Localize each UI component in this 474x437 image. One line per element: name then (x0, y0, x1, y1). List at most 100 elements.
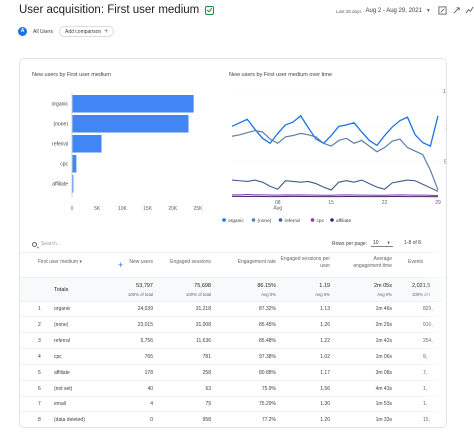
row-cell: 77.2% (261, 417, 276, 424)
row-cell: 1, (423, 385, 428, 392)
rows-per-page-select[interactable]: 10 ▼ (371, 240, 393, 247)
row-dimension: affiliate (54, 369, 70, 376)
legend-label[interactable]: cpc (317, 219, 325, 224)
table-row[interactable]: 6 (not set) 40 63 75.9% 1.56 4m 43s 1, (20, 382, 446, 397)
line-series-organic[interactable] (231, 114, 439, 148)
row-cell: 1.13 (320, 306, 330, 312)
row-cell: 11,636 (196, 337, 211, 344)
legend-label[interactable]: organic (228, 218, 244, 224)
row-cell: 31,008 (195, 321, 211, 328)
bar-x-tick-label: 0 (71, 206, 74, 212)
chevron-down-icon: ▼ (386, 240, 391, 245)
date-preset-label: Last 28 days (336, 8, 362, 14)
table-row[interactable]: 7 email 4 79 75.29% 1.30 1m 53s 1, (20, 397, 446, 413)
row-cell: 75.9% (261, 385, 276, 392)
total-value: 2m 05s (373, 283, 392, 289)
date-range-picker[interactable]: Last 28 days Aug 2 - Aug 29, 2021 ▼ (336, 8, 431, 14)
row-cell: 24,039 (137, 306, 153, 312)
bar-x-tick-label: 5K (94, 206, 101, 212)
column-header-avg-engagement-time[interactable]: Average engagement time (353, 256, 392, 269)
legend-label[interactable]: affiliate (336, 218, 351, 224)
row-cell: 1.30 (320, 401, 330, 408)
line-series-none[interactable] (231, 129, 439, 191)
row-cell: 15, (423, 417, 430, 424)
bar-cpc[interactable] (72, 155, 77, 173)
title-row: User acquisition: First user medium (19, 4, 215, 16)
bar-organic[interactable] (72, 95, 194, 113)
row-cell: 178 (144, 369, 153, 376)
share-icon[interactable] (451, 6, 461, 16)
table-row[interactable]: 5 affiliate 178 258 80.88% 1.17 3m 08s 7, (20, 366, 446, 381)
legend-label[interactable]: referral (285, 218, 300, 224)
column-header-events[interactable]: Events (408, 259, 424, 265)
legend-label[interactable]: (none) (258, 218, 272, 224)
table-row[interactable]: 4 cpc 765 781 97.38% 1.02 1m 06s 9, (20, 350, 446, 365)
add-comparison-label: Add comparison (65, 28, 102, 35)
rows-per-page: Rows per page: 10 ▼ (332, 240, 393, 247)
table-row[interactable]: 2 (none) 23,015 31,008 85.45% 1.26 2m 29s 916, (20, 318, 446, 333)
row-cell: 1.22 (320, 337, 330, 344)
bar-category-label: affiliate (52, 182, 68, 188)
table-row[interactable]: 3 referral 5,756 11,636 85.48% 1.22 1m 42s 254, (20, 334, 446, 349)
legend-swatch (222, 218, 226, 222)
total-sub: 100% of total (127, 292, 153, 297)
date-range-text: Aug 2 - Aug 29, 2021 (365, 8, 422, 14)
column-header-new-users[interactable]: New users (129, 259, 153, 265)
total-sub: Avg 0% (261, 292, 276, 297)
insights-icon[interactable] (464, 6, 474, 16)
line-series-cpc[interactable] (232, 194, 439, 197)
row-cell: 85.45% (259, 321, 276, 328)
rows-per-page-value: 10 (373, 240, 379, 246)
row-cell: 765 (144, 353, 153, 360)
row-cell: 258 (202, 369, 211, 376)
search-input[interactable]: Search... (41, 241, 62, 247)
line-y-tick-label: 1K (445, 124, 447, 130)
bar-none[interactable] (72, 115, 189, 133)
column-header-engaged-sessions[interactable]: Engaged sessions (170, 259, 211, 265)
line-x-tick-label: 15 (328, 200, 334, 206)
table-search[interactable]: Search... (32, 241, 61, 247)
column-header-engagement-rate[interactable]: Engagement rate (237, 259, 276, 265)
row-cell: 4 (150, 401, 153, 408)
row-cell: 1.26 (320, 321, 330, 328)
total-value: 1.19 (319, 283, 330, 289)
row-index: 5 (38, 369, 41, 376)
bar-affiliate[interactable] (72, 175, 74, 193)
column-header-dimension[interactable]: First user medium ▾ (38, 259, 82, 265)
bar-x-tick-label: 10K (118, 206, 128, 212)
row-cell: 1m 53s (375, 401, 392, 408)
line-x-tick-label: 22 (382, 200, 388, 206)
table-row[interactable]: 1 organic 24,039 31,218 87.32% 1.13 1m 46s 829, (20, 302, 446, 317)
row-cell: 829, (423, 306, 433, 312)
row-dimension: email (54, 401, 66, 408)
bar-category-label: cpc (60, 162, 68, 168)
bar-x-tick-label: 20K (168, 206, 178, 212)
row-index: 2 (38, 321, 41, 328)
row-cell: 254, (423, 337, 433, 344)
edit-icon (437, 6, 447, 15)
bar-referral[interactable] (72, 135, 102, 153)
row-index: 1 (38, 306, 41, 312)
table-header-row: First user medium ▾ New users Engaged se… (20, 252, 446, 278)
column-header-sessions-per-user[interactable]: Engaged sessions per user (280, 256, 330, 269)
customize-report-icon[interactable] (437, 6, 447, 16)
row-cell: 75.29% (259, 401, 276, 408)
add-comparison-button[interactable]: Add comparison + (59, 26, 115, 37)
all-users-chip[interactable]: All Users (33, 28, 54, 35)
total-sub: Avg 0% (315, 292, 330, 297)
verified-check-icon[interactable] (205, 5, 215, 15)
legend-swatch (251, 218, 256, 222)
data-table: Search... Rows per page: 10 ▼ 1-8 of 8 F… (20, 234, 446, 427)
line-x-tick-label: Aug (273, 206, 282, 212)
add-dimension-button[interactable]: + (118, 260, 124, 270)
row-cell: 3m 08s (375, 369, 392, 376)
row-cell: 9, (423, 353, 428, 360)
row-cell: 958 (202, 417, 211, 424)
table-row[interactable]: 8 (data deleted) 0 958 77.2% 1.20 1m 33s 15, (20, 413, 446, 427)
row-cell: 85.48% (259, 337, 276, 344)
total-sub: 100% of total (185, 292, 211, 297)
line-series-referral[interactable] (231, 179, 439, 192)
row-dimension: (not set) (54, 385, 73, 392)
totals-row: Totals 53,797 100% of total 75,698 100% … (20, 278, 446, 302)
bar-chart: organic (none) referral cpc affiliate 0 5K 10K 1… (52, 93, 203, 212)
